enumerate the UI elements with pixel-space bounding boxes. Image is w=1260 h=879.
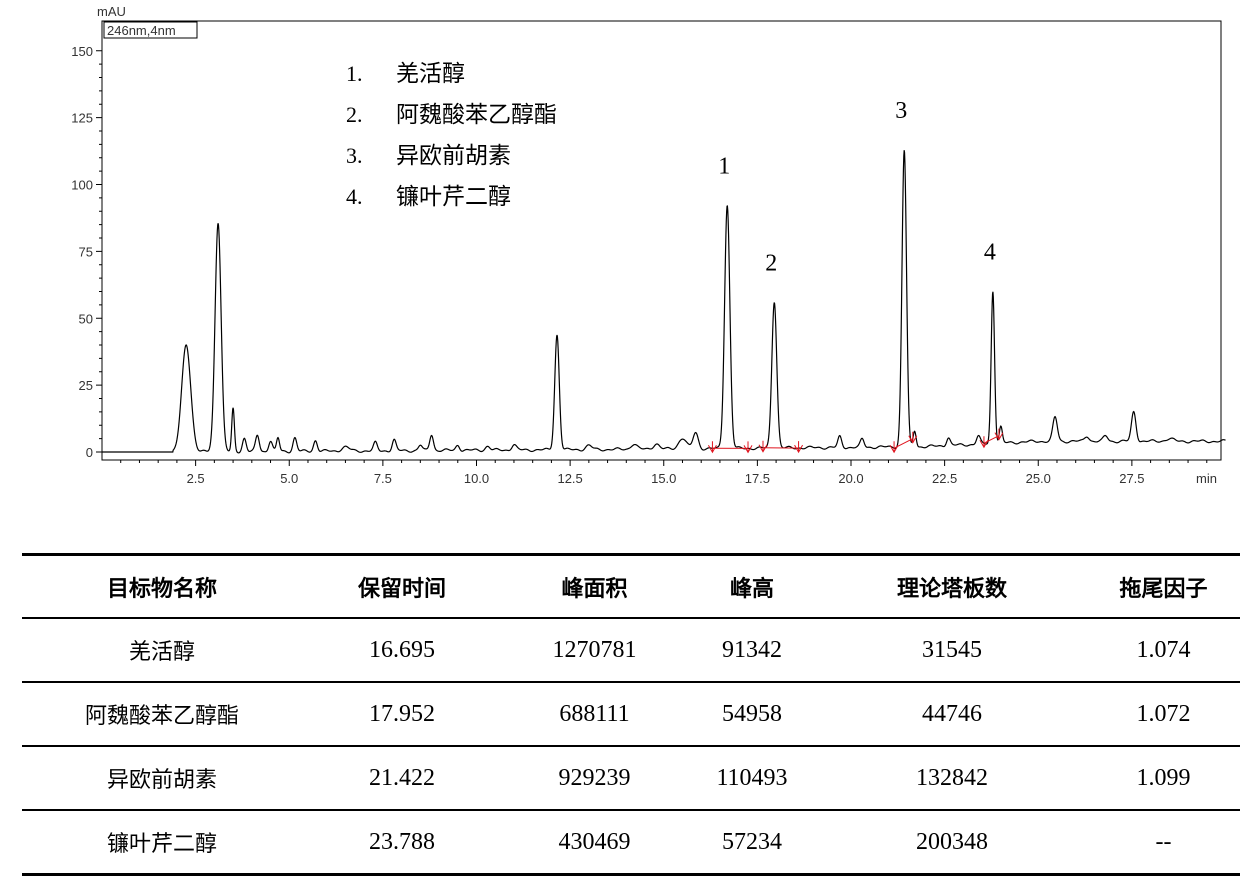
x-tick-label: 22.5 <box>932 471 957 486</box>
retention-time: 21.422 <box>369 764 435 791</box>
y-unit-label: mAU <box>97 4 126 19</box>
theoretical-plates: 200348 <box>916 828 988 855</box>
x-tick-label: 20.0 <box>838 471 863 486</box>
x-tick-label: 15.0 <box>651 471 676 486</box>
integration-end-marker <box>794 441 804 454</box>
x-tick-label: 2.5 <box>187 471 205 486</box>
legend-compound-name: 镰叶芹二醇 <box>396 184 511 210</box>
peak-area: 929239 <box>558 764 631 791</box>
header-compound-name: 目标物名称 <box>106 576 217 602</box>
y-tick-label: 150 <box>71 44 93 59</box>
theoretical-plates: 44746 <box>922 700 982 727</box>
chromatogram-trace <box>102 150 1226 454</box>
peak-height: 57234 <box>722 828 782 855</box>
y-tick-label: 100 <box>71 178 93 193</box>
retention-time: 17.952 <box>369 700 435 727</box>
detector-label: 246nm,4nm <box>107 23 176 38</box>
peak-area: 430469 <box>558 828 631 855</box>
peak-area: 688111 <box>559 700 630 727</box>
peak-label: 4 <box>984 240 996 266</box>
retention-time: 23.788 <box>369 828 435 855</box>
x-axis: 2.5 5.0 7.5 10.0 12.5 15.0 17.5 20.0 22.5 25.0 27.… <box>120 460 1208 486</box>
header-peak-area: 峰面积 <box>561 576 628 602</box>
compound-name: 异欧前胡素 <box>106 768 217 793</box>
peak-label: 2 <box>765 250 777 276</box>
integration-start-marker <box>758 440 768 453</box>
x-tick-label: 7.5 <box>374 471 392 486</box>
tailing-factor: 1.074 <box>1136 636 1191 663</box>
tailing-factor: 1.099 <box>1136 764 1191 791</box>
tailing-factor: -- <box>1155 828 1172 855</box>
peak-label: 3 <box>895 98 907 124</box>
x-unit-label: min <box>1196 471 1217 486</box>
detector-label-box <box>103 21 198 39</box>
integration-end-marker <box>743 441 753 454</box>
compound-name: 阿魏酸苯乙醇酯 <box>84 704 239 729</box>
retention-time: 16.695 <box>369 636 435 663</box>
x-tick-label: 12.5 <box>557 471 582 486</box>
x-tick-label: 10.0 <box>464 471 489 486</box>
x-tick-label: 25.0 <box>1026 471 1051 486</box>
header-theoretical-plates: 理论塔板数 <box>896 576 1007 602</box>
table-header-row: 目标物名称 保留时间 峰面积 峰高 理论塔板数 拖尾因子 <box>22 554 1240 618</box>
integration-end-marker <box>994 428 1004 441</box>
peak-labels: 1 2 3 4 <box>718 98 996 276</box>
peak-height: 110493 <box>716 764 788 791</box>
x-tick-label: 5.0 <box>280 471 298 486</box>
table-row: 镰叶芹二醇 23.788 430469 57234 200348 -- <box>22 810 1240 875</box>
chromatogram-chart: 0 25 50 75 100 125 150 2.5 5.0 7.5 10.0 12.5 15.0 17… <box>71 4 1226 486</box>
legend-compound-name: 羌活醇 <box>396 61 465 87</box>
integration-markers <box>708 428 1004 454</box>
header-retention-time: 保留时间 <box>357 576 446 602</box>
header-tailing-factor: 拖尾因子 <box>1119 576 1208 602</box>
plot-frame <box>101 20 1222 461</box>
theoretical-plates: 132842 <box>916 764 988 791</box>
legend-number: 2. <box>346 102 363 127</box>
peak-height: 54958 <box>722 700 782 727</box>
y-tick-label: 125 <box>71 111 93 126</box>
integration-baseline <box>983 435 1000 444</box>
legend-compound-name: 异欧前胡素 <box>396 143 511 169</box>
x-tick-label: 27.5 <box>1119 471 1144 486</box>
integration-start-marker <box>979 436 989 449</box>
y-tick-label: 50 <box>79 311 93 326</box>
integration-start-marker <box>708 441 717 454</box>
compound-name: 羌活醇 <box>128 640 195 665</box>
legend-compound-name: 阿魏酸苯乙醇酯 <box>396 102 557 128</box>
y-tick-label: 0 <box>86 445 93 460</box>
legend-number: 3. <box>346 143 363 168</box>
table-row: 羌活醇 16.695 1270781 91342 31545 1.074 <box>22 618 1240 682</box>
peak-height: 91342 <box>722 636 782 663</box>
legend-number: 4. <box>346 184 363 209</box>
y-tick-label: 25 <box>79 378 93 393</box>
header-peak-height: 峰高 <box>729 576 774 602</box>
legend-number: 1. <box>346 61 363 86</box>
theoretical-plates: 31545 <box>922 636 982 663</box>
x-tick-label: 17.5 <box>745 471 770 486</box>
compound-legend: 1. 羌活醇 2. 阿魏酸苯乙醇酯 3. 异欧前胡素 4. 镰叶芹二醇 <box>346 61 557 210</box>
table-row: 异欧前胡素 21.422 929239 110493 132842 1.099 <box>22 746 1240 810</box>
integration-end-marker <box>908 431 918 444</box>
tailing-factor: 1.072 <box>1136 700 1191 727</box>
integration-start-marker <box>889 441 899 454</box>
peak-label: 1 <box>718 153 730 179</box>
y-tick-label: 75 <box>79 244 93 259</box>
compound-name: 镰叶芹二醇 <box>106 832 217 857</box>
table-row: 阿魏酸苯乙醇酯 17.952 688111 54958 44746 1.072 <box>22 682 1240 746</box>
peak-area: 1270781 <box>552 636 637 663</box>
results-table: 目标物名称 保留时间 峰面积 峰高 理论塔板数 拖尾因子 羌活醇 16.695 … <box>22 553 1240 876</box>
y-axis: 0 25 50 75 100 125 150 <box>71 44 102 460</box>
